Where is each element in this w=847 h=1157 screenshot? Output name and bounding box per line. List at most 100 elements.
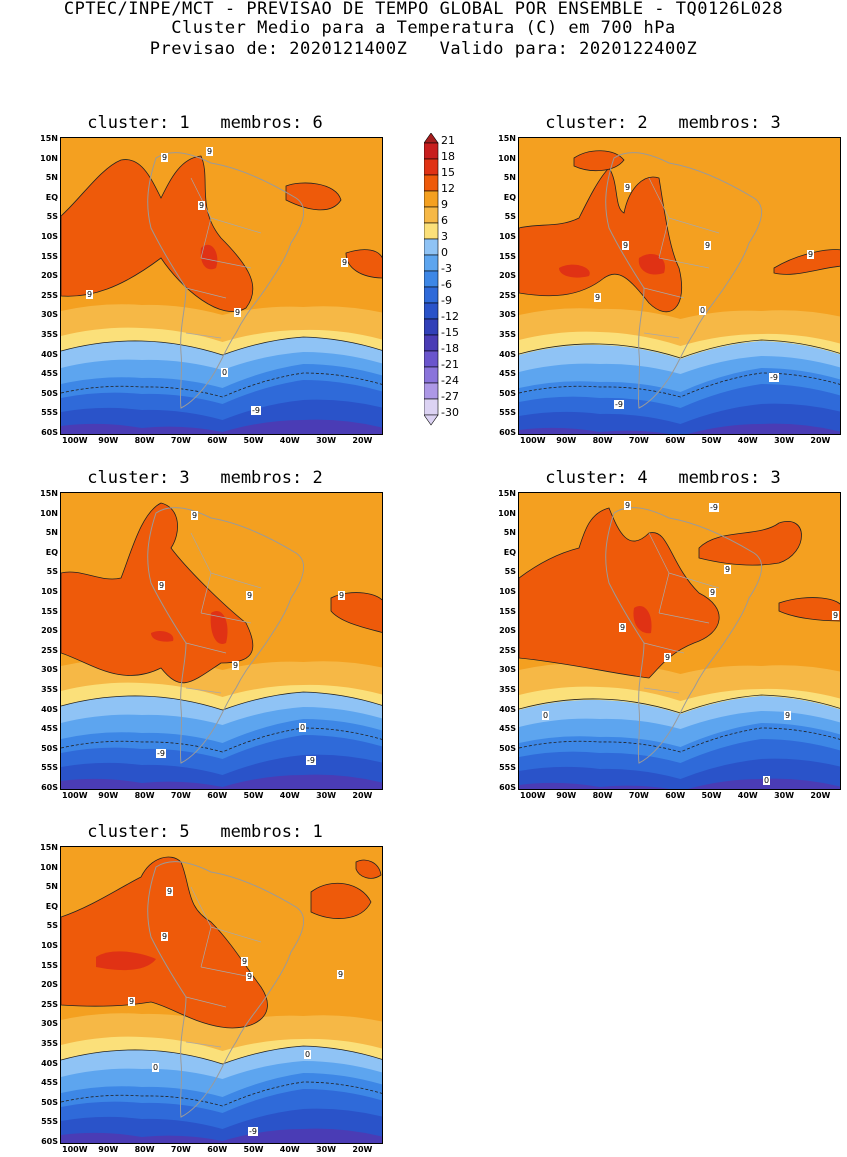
coastline — [605, 507, 763, 764]
latitude-tick-label: 50S — [41, 1097, 58, 1107]
warm-contour-region — [345, 249, 382, 279]
country-border — [185, 996, 227, 1008]
country-border — [643, 687, 680, 694]
latitude-tick-label: 5S — [46, 567, 58, 577]
country-border — [668, 572, 720, 589]
latitude-tick-label: 10N — [498, 508, 516, 518]
longitude-tick-label: 70W — [170, 436, 191, 445]
country-border — [200, 612, 252, 624]
latitude-tick-label: 30S — [41, 665, 58, 675]
latitude-tick-label: 35S — [41, 1039, 58, 1048]
country-border — [210, 572, 262, 589]
warm-contour-region — [355, 859, 382, 879]
colorbar-swatch — [423, 382, 439, 400]
latitude-tick-label: 10N — [40, 153, 58, 163]
longitude-tick-label: 40W — [279, 1145, 300, 1154]
latitude-tick-label: 55S — [41, 1117, 58, 1127]
latitude-tick-label: 35S — [499, 685, 516, 694]
longitude-tick-label: 70W — [170, 791, 191, 800]
country-border — [185, 687, 222, 694]
hot-spot-region — [200, 244, 218, 270]
zero-contour-line — [61, 691, 382, 711]
latitude-tick-label: 25S — [41, 290, 58, 300]
colorbar-level-label: -21 — [441, 358, 459, 371]
contour-label: 9 — [341, 258, 349, 267]
latitude-tick-label: 20S — [41, 271, 58, 281]
hot-spot-region — [559, 264, 590, 278]
contour-label: 0 — [763, 776, 771, 785]
latitude-tick-label: 30S — [41, 310, 58, 320]
latitude-tick-label: 5N — [45, 528, 58, 538]
latitude-tick-label: 10S — [499, 587, 516, 596]
latitude-tick-label: 25S — [499, 645, 516, 655]
longitude-tick-label: 30W — [774, 791, 795, 800]
latitude-tick-label: 40S — [41, 704, 58, 714]
country-border — [200, 966, 252, 978]
contour-label: 9 — [161, 932, 169, 941]
hot-spot-region — [210, 611, 228, 644]
colorbar-legend: 21 18 15 12 9 6 3 0 -3 -6 -9 -12 -15 -18 -21 -24 -27 -30 — [423, 132, 484, 445]
latitude-tick-label: 5N — [503, 528, 516, 538]
longitude-tick-label: 100W — [62, 791, 88, 800]
latitude-tick-label: 10S — [41, 587, 58, 596]
longitude-tick-label: 70W — [628, 436, 649, 445]
longitude-tick-label: 90W — [556, 436, 577, 445]
contour-label: 9 — [337, 970, 345, 979]
colorbar-level-label: 12 — [441, 182, 455, 195]
map-svg — [519, 493, 840, 789]
country-border — [210, 926, 262, 943]
latitude-tick-label: 60S — [41, 1137, 58, 1146]
contour-label: 9 — [246, 591, 254, 600]
latitude-tick-label: 15S — [499, 606, 516, 616]
temperature-band — [61, 774, 382, 789]
colorbar-level-label: 15 — [441, 166, 455, 179]
latitude-tick-label: 45S — [41, 724, 58, 734]
colorbar-top-arrow — [423, 132, 439, 144]
latitude-tick-label: 10N — [40, 508, 58, 518]
colorbar-swatch — [423, 190, 439, 208]
latitude-tick-label: 5S — [504, 567, 516, 577]
contour-label: 9 — [832, 611, 840, 620]
minus9-contour-line — [61, 372, 382, 398]
panel-title: cluster: 2 membros: 3 — [545, 113, 781, 133]
colorbar-swatch — [423, 222, 439, 240]
header-title-line3: Previsao de: 2020121400Z Valido para: 20… — [149, 39, 698, 59]
colorbar-level-label: 18 — [441, 150, 455, 163]
longitude-tick-label: 80W — [134, 791, 155, 800]
country-border — [200, 257, 252, 269]
temperature-band — [519, 423, 840, 434]
country-border — [643, 332, 680, 339]
temperature-map: 9 9 9 9 9 0 -9 -9 — [60, 492, 383, 790]
latitude-tick-label: 5S — [46, 212, 58, 222]
country-border — [185, 642, 227, 654]
colorbar-level-label: -30 — [441, 406, 459, 419]
latitude-tick-label: 30S — [499, 310, 516, 320]
colorbar-level-label: -15 — [441, 326, 459, 339]
latitude-tick-label: 15S — [41, 606, 58, 616]
latitude-tick-label: 45S — [499, 724, 516, 734]
latitude-tick-label: 15S — [499, 251, 516, 261]
latitude-tick-label: 5S — [504, 212, 516, 222]
longitude-tick-label: 30W — [774, 436, 795, 445]
temperature-map: 9 9 9 9 9 9 0 0 -9 — [60, 846, 383, 1144]
temperature-band — [61, 1128, 382, 1143]
longitude-tick-label: 50W — [243, 436, 264, 445]
colorbar-level-label: 21 — [441, 134, 455, 147]
country-border — [643, 642, 685, 654]
latitude-tick-label: 35S — [499, 330, 516, 339]
latitude-tick-label: 50S — [41, 388, 58, 398]
latitude-tick-label: 40S — [499, 704, 516, 714]
latitude-tick-label: 35S — [41, 685, 58, 694]
longitude-tick-label: 60W — [207, 791, 228, 800]
colorbar-level-label: -18 — [441, 342, 459, 355]
longitude-tick-label: 20W — [352, 436, 373, 445]
contour-label: 9 — [206, 147, 214, 156]
warm-contour-region — [61, 502, 254, 684]
contour-label: 9 — [128, 997, 136, 1006]
contour-label: -9 — [769, 373, 779, 382]
contour-label: 0 — [542, 711, 550, 720]
warm-contour-region — [519, 507, 720, 679]
temperature-map: 9 9 9 9 9 9 9 0 0 -9 — [518, 492, 841, 790]
contour-label: 9 — [704, 241, 712, 250]
longitude-tick-label: 50W — [701, 436, 722, 445]
